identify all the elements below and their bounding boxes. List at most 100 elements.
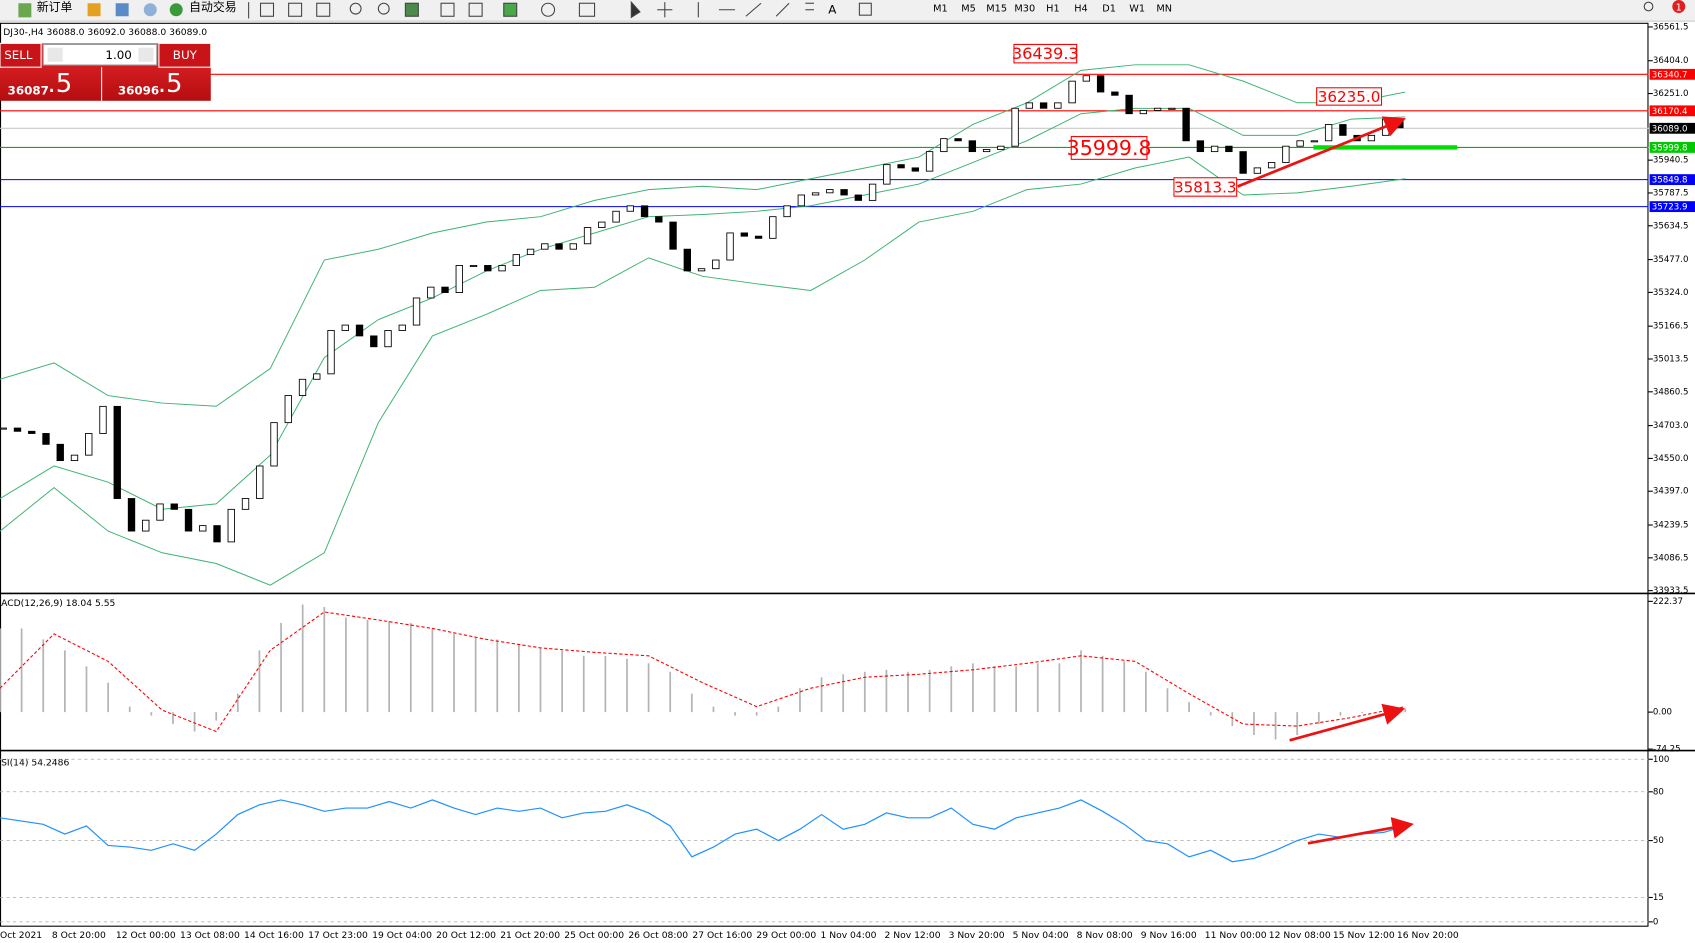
buy-price-fraction[interactable]: .5 xyxy=(158,69,183,99)
lot-down[interactable] xyxy=(47,47,63,62)
time-label: 12 Nov 08:00 xyxy=(1269,930,1331,941)
candle xyxy=(769,216,777,239)
candle xyxy=(555,243,563,250)
timeframe-button[interactable]: M1 xyxy=(933,4,948,15)
candle xyxy=(1139,110,1148,115)
y-tick-label: 34550.0 xyxy=(1653,454,1689,464)
macd-bar xyxy=(1166,688,1169,713)
buy-label[interactable]: BUY xyxy=(173,48,198,62)
time-label: 12 Oct 00:00 xyxy=(116,930,176,941)
candle xyxy=(1367,134,1376,142)
timeframe-button[interactable]: H1 xyxy=(1046,4,1059,15)
y-tick-label: 50 xyxy=(1653,836,1664,846)
macd-bar xyxy=(0,628,1,713)
candle xyxy=(341,324,349,331)
price-annotation: 36439.3 xyxy=(1012,44,1079,63)
time-label: 20 Oct 12:00 xyxy=(436,930,496,941)
toolbar xyxy=(0,0,1695,21)
time-label: 29 Oct 00:00 xyxy=(756,930,816,941)
timeframe-button[interactable]: H4 xyxy=(1074,4,1087,15)
macd-bar xyxy=(1144,671,1147,713)
macd-bar xyxy=(539,647,542,713)
y-tick-label: -74.25 xyxy=(1653,745,1681,755)
toolbar-icon[interactable] xyxy=(87,3,101,17)
candle xyxy=(412,297,421,326)
lot-value[interactable]: 1.00 xyxy=(105,48,131,62)
candle xyxy=(1282,145,1290,163)
candle xyxy=(1310,140,1319,143)
macd-bar xyxy=(150,712,153,716)
new-order-button[interactable]: 新订单 xyxy=(37,0,73,14)
y-tick-label: 34086.5 xyxy=(1653,553,1689,563)
auto-trading-icon[interactable] xyxy=(169,3,183,17)
macd-bar xyxy=(885,669,888,713)
sell-price-fraction[interactable]: .5 xyxy=(48,69,73,99)
macd-bar xyxy=(388,620,391,713)
price-annotation-box xyxy=(1013,43,1078,64)
alert-badge-count[interactable]: 1 xyxy=(1676,3,1682,14)
candle xyxy=(783,205,791,218)
macd-bar xyxy=(950,666,953,713)
macd-bar xyxy=(712,706,715,713)
sell-button[interactable] xyxy=(0,42,42,68)
candle xyxy=(697,268,706,272)
macd-arrow[interactable] xyxy=(1289,703,1406,742)
candle xyxy=(526,248,535,256)
timeframe-button[interactable]: M5 xyxy=(961,4,976,15)
candle xyxy=(127,498,136,532)
price-level-tag xyxy=(1649,142,1695,153)
macd-bar xyxy=(755,712,758,716)
toolbar-icon[interactable] xyxy=(115,3,129,17)
macd-bar xyxy=(1404,708,1407,713)
text-tool[interactable]: A xyxy=(828,2,837,16)
auto-trading-button[interactable]: 自动交易 xyxy=(189,0,237,14)
y-tick-label: 80 xyxy=(1653,787,1664,797)
sell-label[interactable]: SELL xyxy=(4,48,33,62)
macd-bar xyxy=(561,650,563,713)
timeframe-button[interactable]: D1 xyxy=(1102,4,1116,15)
macd-bar xyxy=(1361,712,1363,714)
lot-input[interactable] xyxy=(42,43,158,66)
price-level-label: 36170.4 xyxy=(1652,107,1688,117)
candle xyxy=(28,430,36,434)
price-annotation-box xyxy=(1316,87,1383,106)
candle xyxy=(498,265,506,272)
lot-up[interactable] xyxy=(138,47,154,62)
new-order-icon[interactable] xyxy=(18,3,32,18)
trend-arrow[interactable] xyxy=(1237,116,1406,188)
buy-price[interactable]: 36096 xyxy=(118,84,159,98)
macd-bar xyxy=(518,644,520,713)
candle xyxy=(1054,102,1062,109)
timeframe-button[interactable]: MN xyxy=(1156,4,1172,15)
candle xyxy=(1153,107,1162,111)
bollinger-upper xyxy=(0,64,1406,407)
candle xyxy=(1225,145,1233,153)
macd-bar xyxy=(1123,661,1126,713)
timeframe-button[interactable]: M15 xyxy=(986,4,1007,15)
macd-bar xyxy=(63,650,66,713)
symbol-header: DJ30-,H4 36088.0 36092.0 36088.0 36089.0 xyxy=(3,27,207,38)
y-tick-label: 100 xyxy=(1653,755,1669,765)
macd-bar xyxy=(172,712,174,725)
candle xyxy=(184,508,193,532)
price-level-label: 35849.8 xyxy=(1652,176,1688,186)
time-label: 19 Oct 04:00 xyxy=(372,930,432,941)
candle xyxy=(455,265,463,293)
timeframe-button[interactable]: W1 xyxy=(1129,4,1145,15)
buy-button[interactable] xyxy=(158,42,212,68)
price-annotation: 36235.0 xyxy=(1318,88,1381,106)
candle xyxy=(1253,167,1262,174)
candle xyxy=(284,395,292,424)
candle xyxy=(256,465,264,499)
candle xyxy=(113,405,121,499)
y-tick-label: 35166.5 xyxy=(1653,322,1689,332)
candle xyxy=(241,498,250,510)
rsi-arrow[interactable] xyxy=(1307,817,1414,845)
sell-price[interactable]: 36087 xyxy=(8,84,49,98)
timeframe-button[interactable]: M30 xyxy=(1014,4,1035,15)
macd-bar xyxy=(1058,663,1061,713)
candle xyxy=(1182,107,1190,142)
toolbar-icon[interactable] xyxy=(143,3,157,17)
candle xyxy=(569,243,577,250)
alert-badge[interactable] xyxy=(1672,0,1686,14)
